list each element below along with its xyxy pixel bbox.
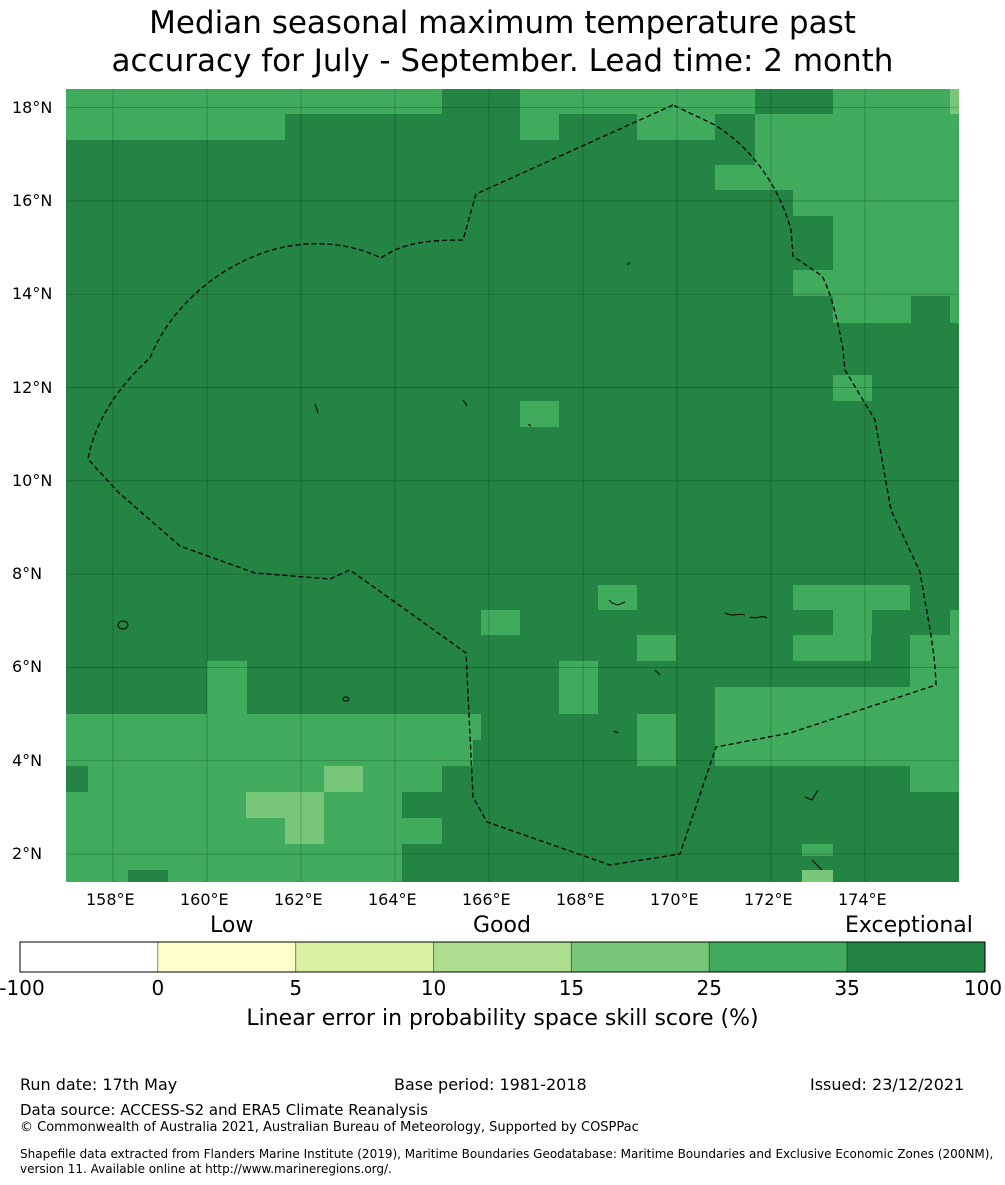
- skill-cell: [833, 375, 872, 401]
- skill-cell: [755, 114, 959, 190]
- skill-cell: [66, 792, 402, 818]
- colorbar-tick-label: 35: [834, 976, 860, 1000]
- skill-cells-layer: [66, 89, 959, 882]
- colorbar-axis-label: Linear error in probability space skill …: [246, 1006, 759, 1031]
- skill-cell: [950, 296, 959, 323]
- skill-cell: [598, 585, 637, 610]
- skill-cell: [793, 190, 959, 216]
- skill-cell: [833, 89, 959, 114]
- colorbar-outline: [19, 941, 986, 973]
- colorbar-tick-label: -100: [0, 976, 45, 1000]
- skill-cell: [520, 401, 559, 427]
- skill-cell: [168, 89, 207, 140]
- skill-cell: [833, 610, 872, 635]
- skill-cell: [285, 818, 324, 844]
- colorbar-tick-label: 100: [963, 976, 1003, 1000]
- lon-label: 168°E: [556, 890, 605, 909]
- skill-cell: [715, 165, 755, 190]
- lon-label: 172°E: [744, 890, 793, 909]
- skill-cell: [66, 740, 473, 766]
- skill-cell: [481, 610, 520, 635]
- skill-cell: [793, 270, 833, 296]
- lon-label: 170°E: [650, 890, 699, 909]
- colorbar-swatch: [708, 941, 848, 973]
- data-source: Data source: ACCESS-S2 and ERA5 Climate …: [20, 1101, 428, 1119]
- colorbar-tick-label: 25: [696, 976, 723, 1000]
- skill-cell: [66, 714, 481, 740]
- lat-label: 16°N: [12, 190, 53, 210]
- chart-title-line1: Median seasonal maximum temperature past: [149, 5, 856, 41]
- skill-cell: [950, 610, 959, 635]
- skill-cell: [66, 818, 442, 844]
- chart-title-line2: accuracy for July - September. Lead time…: [111, 43, 894, 79]
- colorbar-label-exceptional: Exceptional: [845, 913, 973, 938]
- colorbar-tick-label: 15: [558, 976, 585, 1000]
- island-outlines: [117, 261, 823, 871]
- base-period: Base period: 1981-2018: [394, 1075, 587, 1094]
- lat-label: 12°N: [12, 377, 53, 397]
- shapefile-credit-line1: Shapefile data extracted from Flanders M…: [20, 1147, 994, 1161]
- skill-cell: [559, 89, 637, 114]
- lon-label: 166°E: [462, 890, 511, 909]
- colorbar-swatch: [157, 941, 297, 973]
- skill-cell: [324, 766, 363, 792]
- eez-boundary: [87, 104, 937, 866]
- skill-cell: [793, 844, 833, 856]
- skill-cell: [637, 714, 676, 766]
- skill-cell: [793, 635, 871, 661]
- skill-cell: [207, 661, 247, 714]
- lat-label: 2°N: [12, 844, 43, 863]
- lat-label: 8°N: [12, 564, 43, 584]
- skill-cell: [833, 296, 911, 323]
- skill-cell: [910, 766, 959, 792]
- skill-cell: [88, 766, 442, 792]
- lon-label: 158°E: [86, 890, 135, 909]
- skill-cell: [285, 89, 442, 114]
- colorbar-swatch: [570, 941, 710, 973]
- lon-label: 174°E: [838, 890, 887, 909]
- skill-cell: [246, 792, 324, 818]
- lat-label: 10°N: [12, 470, 53, 490]
- copyright: © Commonwealth of Australia 2021, Austra…: [20, 1120, 639, 1135]
- skill-cell: [637, 635, 676, 661]
- skill-cell: [715, 687, 959, 766]
- colorbar-tick-label: 0: [151, 976, 165, 1000]
- colorbar-tick-label: 10: [420, 976, 447, 1000]
- skill-cell: [715, 89, 755, 114]
- colorbar-swatch: [19, 941, 159, 973]
- colorbar-swatch: [295, 941, 435, 973]
- colorbar-tick-label: 5: [289, 976, 303, 1000]
- skill-cell: [402, 844, 802, 882]
- skill-cell: [559, 661, 598, 714]
- lat-label: 4°N: [12, 750, 43, 770]
- lon-label: 162°E: [274, 890, 323, 909]
- lon-label: 160°E: [180, 890, 229, 909]
- lon-label: 164°E: [368, 890, 417, 909]
- lat-label: 18°N: [12, 97, 53, 117]
- skill-cell: [66, 844, 402, 882]
- colorbar-label-low: Low: [210, 913, 254, 938]
- skill-cell: [520, 89, 559, 140]
- run-date: Run date: 17th May: [20, 1075, 178, 1094]
- skill-cell: [950, 89, 959, 114]
- shapefile-credit-line2: version 11. Available online at http://w…: [20, 1162, 392, 1176]
- skill-cell: [793, 585, 910, 610]
- colorbar-swatch: [433, 941, 572, 973]
- colorbar-swatches: [19, 941, 986, 973]
- skill-cell: [442, 766, 474, 818]
- skill-cell: [128, 870, 168, 882]
- skill-cell: [833, 216, 959, 296]
- lat-label: 14°N: [12, 284, 53, 304]
- colorbar-swatch: [846, 941, 986, 973]
- issued-date: Issued: 23/12/2021: [810, 1075, 965, 1094]
- graticule-layer: [66, 89, 959, 882]
- lat-label: 6°N: [12, 657, 43, 677]
- skill-cell: [637, 89, 715, 140]
- colorbar-label-good: Good: [473, 913, 531, 938]
- skill-cell: [793, 870, 833, 882]
